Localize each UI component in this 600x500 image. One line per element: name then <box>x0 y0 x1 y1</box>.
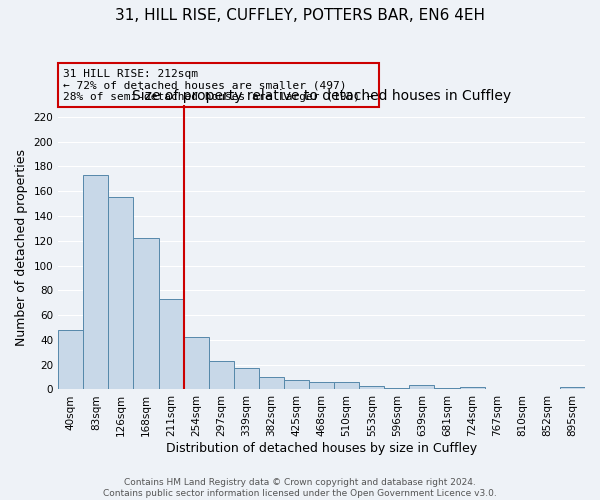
Text: 31, HILL RISE, CUFFLEY, POTTERS BAR, EN6 4EH: 31, HILL RISE, CUFFLEY, POTTERS BAR, EN6… <box>115 8 485 22</box>
Bar <box>359 386 385 390</box>
Bar <box>284 380 309 390</box>
Bar <box>83 175 109 390</box>
Bar <box>234 368 259 390</box>
Bar <box>259 377 284 390</box>
Text: 31 HILL RISE: 212sqm
← 72% of detached houses are smaller (497)
28% of semi-deta: 31 HILL RISE: 212sqm ← 72% of detached h… <box>64 68 374 102</box>
Text: Contains HM Land Registry data © Crown copyright and database right 2024.
Contai: Contains HM Land Registry data © Crown c… <box>103 478 497 498</box>
Bar <box>434 388 460 390</box>
Bar <box>560 387 585 390</box>
Bar <box>109 198 133 390</box>
Bar <box>460 387 485 390</box>
Bar <box>309 382 334 390</box>
X-axis label: Distribution of detached houses by size in Cuffley: Distribution of detached houses by size … <box>166 442 477 455</box>
Bar <box>184 338 209 390</box>
Bar <box>58 330 83 390</box>
Title: Size of property relative to detached houses in Cuffley: Size of property relative to detached ho… <box>132 90 511 104</box>
Y-axis label: Number of detached properties: Number of detached properties <box>15 148 28 346</box>
Bar <box>133 238 158 390</box>
Bar <box>409 384 434 390</box>
Bar <box>334 382 359 390</box>
Bar <box>385 388 409 390</box>
Bar <box>158 299 184 390</box>
Bar <box>209 361 234 390</box>
